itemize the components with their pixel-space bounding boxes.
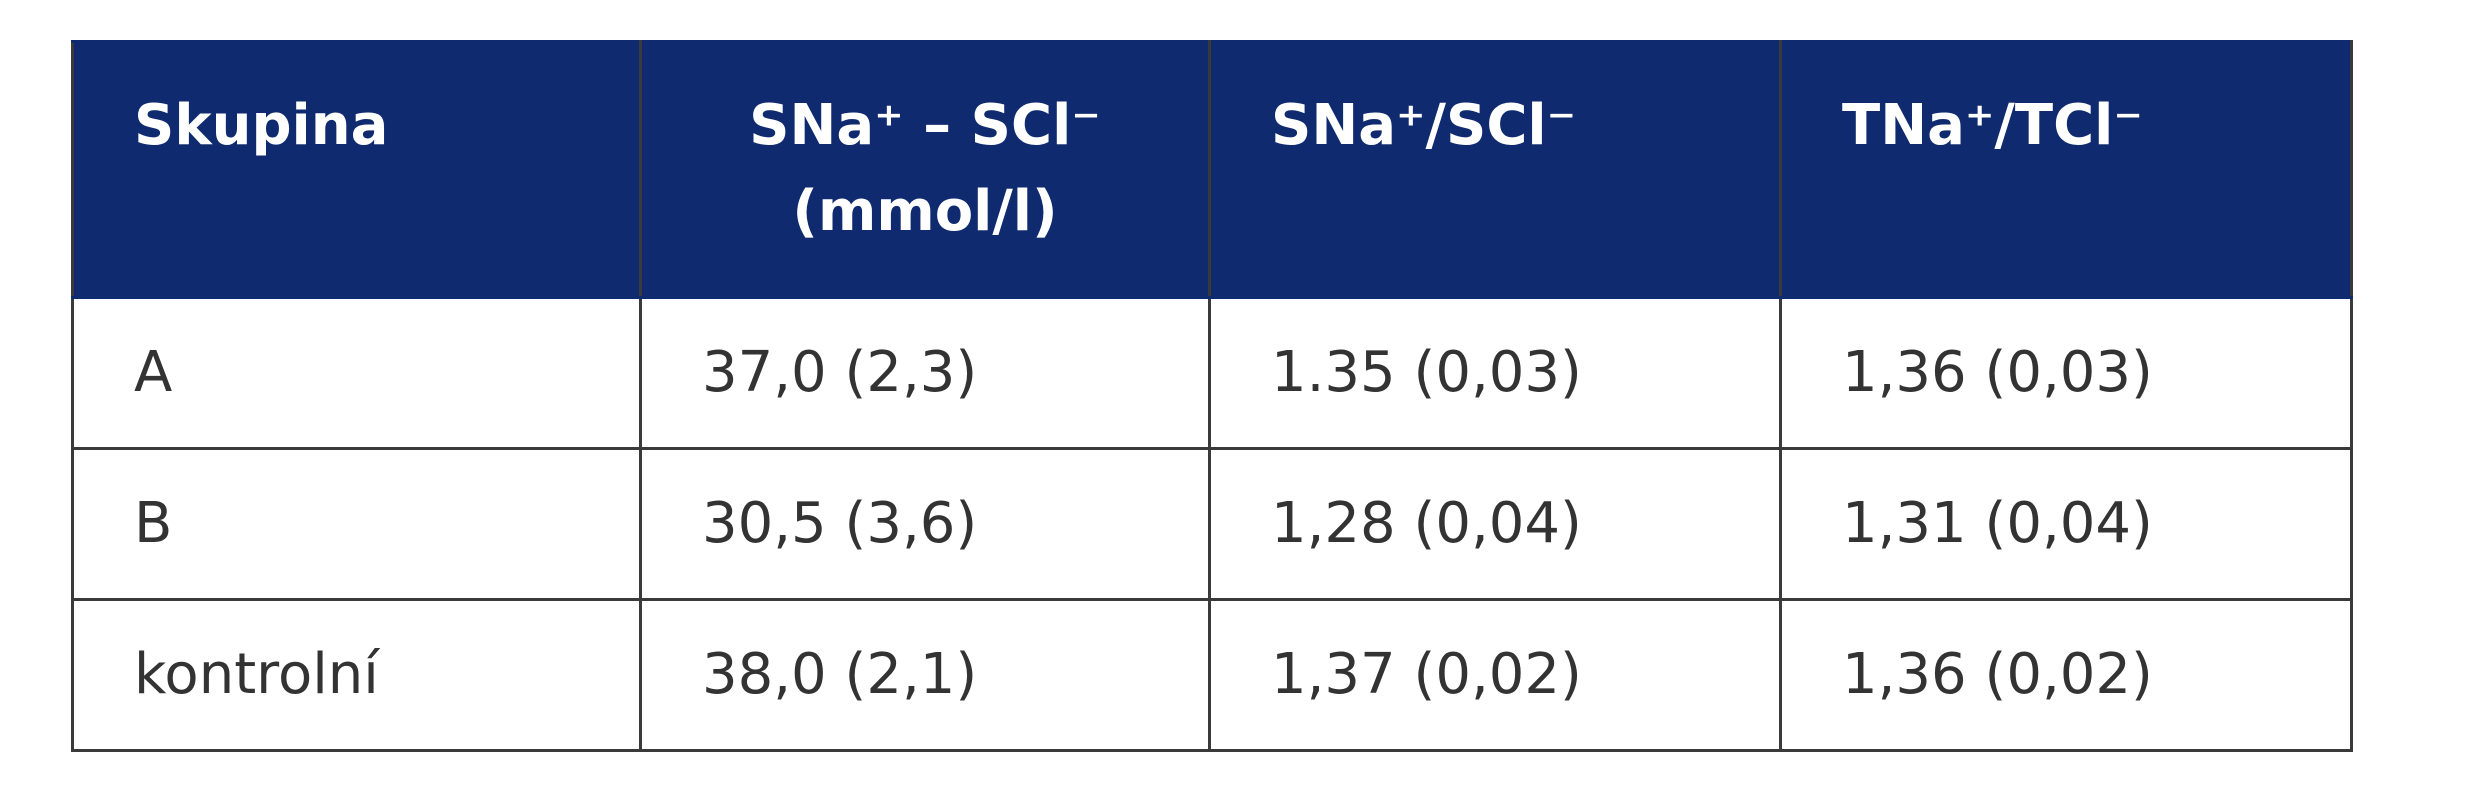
table-row: B 30,5 (3,6) 1,28 (0,04) 1,31 (0,04) [71,447,2353,601]
table-cell: 1.35 (0,03) [1208,296,1782,450]
table-cell: 1,36 (0,02) [1779,598,2353,752]
header-text: TNa⁺/TCl⁻ [1842,93,2143,158]
table-cell: 37,0 (2,3) [639,296,1211,450]
header-cell: TNa⁺/TCl⁻ [1779,40,2353,299]
table-header: Skupina SNa⁺ – SCl⁻ (mmol/l) SNa⁺/SCl⁻ TNa⁺/… [71,40,2353,299]
table-row: A 37,0 (2,3) 1.35 (0,03) 1,36 (0,03) [71,296,2353,450]
header-cell: SNa⁺/SCl⁻ [1208,40,1782,299]
table-row: kontrolní 38,0 (2,1) 1,37 (0,02) 1,36 (0,02… [71,598,2353,752]
header-line: (mmol/l) [792,179,1058,244]
header-row: Skupina SNa⁺ – SCl⁻ (mmol/l) SNa⁺/SCl⁻ TNa⁺/… [71,40,2353,299]
table-cell: 1,31 (0,04) [1779,447,2353,601]
header-text: SNa⁺/SCl⁻ [1271,93,1577,158]
data-table: Skupina SNa⁺ – SCl⁻ (mmol/l) SNa⁺/SCl⁻ TNa⁺/… [71,40,2353,752]
table-cell: A [71,296,642,450]
header-line: SNa⁺ – SCl⁻ [749,93,1101,158]
table-cell: 38,0 (2,1) [639,598,1211,752]
table-body: A 37,0 (2,3) 1.35 (0,03) 1,36 (0,03) B 30,5 (… [71,296,2353,752]
table-cell: kontrolní [71,598,642,752]
table-cell: 30,5 (3,6) [639,447,1211,601]
header-text: Skupina [134,93,389,158]
table-cell: 1,28 (0,04) [1208,447,1782,601]
table-cell: 1,36 (0,03) [1779,296,2353,450]
header-cell: Skupina [71,40,642,299]
table-cell: 1,37 (0,02) [1208,598,1782,752]
table-cell: B [71,447,642,601]
header-cell: SNa⁺ – SCl⁻ (mmol/l) [639,40,1211,299]
